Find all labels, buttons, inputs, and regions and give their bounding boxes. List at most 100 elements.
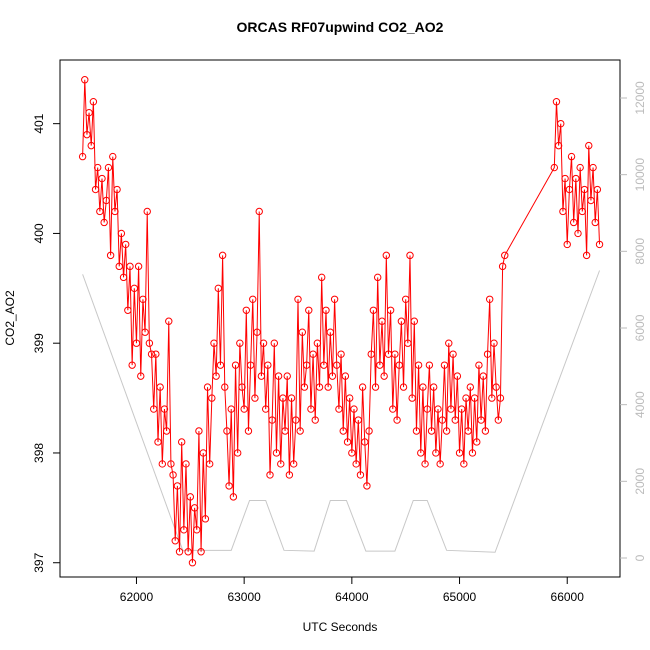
data-point — [171, 537, 179, 545]
data-point — [292, 416, 300, 424]
data-point — [205, 460, 214, 468]
data-point — [376, 361, 384, 369]
series-line — [82, 79, 601, 563]
data-point — [574, 229, 582, 238]
data-point — [201, 515, 210, 523]
data-point — [354, 416, 363, 424]
data-point — [190, 504, 199, 512]
data-point — [149, 405, 158, 413]
data-point — [348, 449, 356, 457]
data-point — [417, 449, 425, 457]
data-point — [313, 339, 322, 347]
data-point — [160, 405, 169, 413]
data-point — [552, 98, 561, 106]
data-point — [173, 482, 182, 490]
data-point — [406, 251, 414, 260]
y-tick-label: 397 — [32, 552, 46, 572]
data-point — [257, 372, 266, 380]
data-point — [462, 394, 470, 402]
data-point — [421, 460, 429, 468]
data-point — [229, 493, 238, 501]
data-point — [481, 427, 490, 435]
series-line — [82, 270, 601, 553]
x-tick-label: 65000 — [443, 590, 477, 604]
data-point — [169, 471, 177, 479]
data-point — [180, 526, 188, 534]
data-point — [87, 141, 95, 150]
data-point — [490, 339, 498, 347]
y2-tick-label: 10000 — [633, 158, 647, 192]
data-point — [287, 394, 296, 402]
data-point — [246, 361, 255, 369]
y-tick-label: 399 — [32, 333, 46, 353]
data-point — [445, 339, 453, 347]
data-point — [429, 383, 438, 391]
data-point — [115, 262, 123, 271]
x-tick-label: 64000 — [335, 590, 369, 604]
data-point — [216, 361, 225, 369]
data-point — [358, 383, 367, 391]
data-point — [236, 339, 244, 347]
data-point — [268, 416, 276, 424]
data-point — [427, 427, 436, 435]
data-point — [270, 339, 279, 347]
data-point — [485, 295, 494, 303]
data-point — [233, 449, 242, 457]
data-point — [468, 449, 477, 457]
data-point — [193, 526, 201, 534]
y2-tick-label: 12000 — [633, 81, 647, 115]
data-point — [93, 163, 102, 172]
data-point — [367, 350, 375, 358]
data-point — [335, 405, 343, 413]
data-point — [289, 460, 298, 468]
data-point — [238, 383, 246, 391]
data-point — [231, 361, 240, 369]
data-point — [300, 383, 309, 391]
data-point — [330, 295, 339, 303]
data-point — [369, 306, 378, 314]
plot-box — [59, 59, 621, 578]
data-point — [395, 361, 403, 369]
data-point — [582, 251, 591, 260]
data-point — [240, 405, 248, 413]
data-point — [281, 427, 289, 435]
data-point — [223, 427, 231, 435]
data-point — [102, 196, 111, 205]
data-point — [274, 372, 283, 380]
data-point — [259, 339, 268, 347]
data-point — [453, 372, 462, 380]
data-point — [309, 350, 317, 358]
data-point — [580, 185, 589, 194]
data-point — [165, 317, 173, 325]
data-point — [447, 405, 455, 413]
data-point — [565, 185, 574, 194]
data-point — [167, 460, 175, 468]
y2-tick-label: 0 — [633, 554, 647, 561]
data-point — [389, 405, 397, 413]
data-point — [419, 383, 427, 391]
data-point — [492, 383, 500, 391]
data-point — [162, 427, 171, 435]
data-point — [378, 317, 386, 325]
data-point — [100, 218, 108, 227]
data-point — [572, 174, 580, 183]
data-point — [152, 350, 160, 358]
data-point — [404, 339, 412, 347]
data-point — [139, 295, 147, 303]
data-point — [341, 372, 350, 380]
data-point — [501, 251, 509, 260]
x-tick-label: 62000 — [120, 590, 154, 604]
data-point — [561, 174, 569, 183]
data-point — [145, 339, 154, 347]
y2-tick-label: 6000 — [633, 314, 647, 341]
data-point — [255, 207, 263, 216]
data-point — [147, 350, 156, 358]
data-point — [134, 262, 143, 271]
data-point — [438, 416, 447, 424]
data-point — [227, 405, 235, 413]
data-point — [567, 152, 576, 161]
data-point — [587, 196, 595, 205]
data-point — [423, 405, 431, 413]
data-point — [132, 339, 141, 347]
